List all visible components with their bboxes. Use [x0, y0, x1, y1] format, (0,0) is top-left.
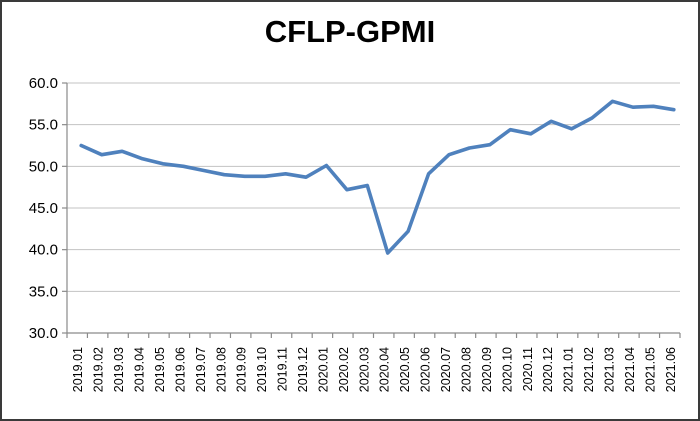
- y-tick-label: 60.0: [29, 75, 58, 92]
- x-tick-label: 2020.01: [316, 347, 330, 392]
- x-tick-label: 2019.08: [214, 347, 228, 392]
- x-tick-label: 2019.07: [194, 347, 208, 392]
- y-tick-label: 30.0: [29, 325, 58, 342]
- x-tick-label: 2020.10: [500, 347, 514, 392]
- x-tick-label: 2019.11: [276, 347, 290, 391]
- x-tick-label: 2020.05: [398, 347, 412, 392]
- data-series-line: [79, 99, 676, 255]
- x-tick-label: 2019.02: [92, 347, 106, 392]
- x-tick-label: 2019.04: [133, 347, 147, 392]
- y-tick-label: 45.0: [29, 200, 58, 217]
- x-tick-label: 2020.09: [480, 347, 494, 392]
- y-tick-label: 40.0: [29, 242, 58, 259]
- x-tick-label: 2019.01: [71, 347, 85, 392]
- y-tick-label: 55.0: [29, 117, 58, 134]
- x-tick-label: 2019.05: [153, 347, 167, 392]
- x-tick-label: 2019.06: [173, 347, 187, 392]
- x-tick-label: 2021.02: [582, 347, 596, 392]
- y-tick-label: 35.0: [29, 283, 58, 300]
- y-tick-label: 50.0: [29, 158, 58, 175]
- x-tick-label: 2020.02: [337, 347, 351, 392]
- x-tick-label: 2021.03: [602, 347, 616, 392]
- chart-title: CFLP-GPMI: [264, 14, 436, 49]
- x-tick-label: 2020.03: [357, 347, 371, 392]
- x-tick-label: 2021.01: [562, 347, 576, 392]
- x-tick-label: 2021.06: [664, 347, 678, 392]
- x-tick-label: 2019.10: [255, 347, 269, 392]
- x-tick-label: 2019.09: [235, 347, 249, 392]
- x-tick-label: 2020.12: [541, 347, 555, 392]
- x-tick-label: 2020.04: [378, 347, 392, 392]
- x-tick-label: 2020.06: [419, 347, 433, 392]
- x-tick-label: 2020.07: [439, 347, 453, 392]
- x-tick-label: 2019.03: [112, 347, 126, 392]
- x-tick-label: 2020.11: [521, 347, 535, 391]
- x-tick-label: 2019.12: [296, 347, 310, 392]
- x-tick-label: 2021.04: [623, 347, 637, 392]
- x-tick-label: 2020.08: [459, 347, 473, 392]
- x-tick-label: 2021.05: [643, 347, 657, 392]
